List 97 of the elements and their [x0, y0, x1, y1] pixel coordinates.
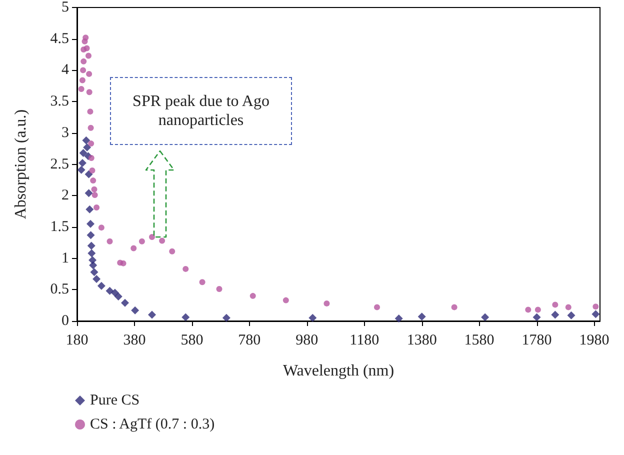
annotation: SPR peak due to Ago nanoparticles: [132, 92, 270, 130]
point: [282, 297, 289, 304]
point: [532, 313, 541, 322]
y-tick-label: 2: [62, 188, 69, 204]
point: [222, 314, 230, 322]
legend-label: Pure CS: [90, 392, 140, 408]
point: [77, 166, 86, 174]
point: [80, 58, 87, 64]
point: [89, 261, 98, 270]
point: [159, 238, 166, 244]
point: [84, 189, 93, 198]
dashed-box: SPR peak due to Ago nanoparticles: [110, 77, 292, 145]
point: [534, 306, 541, 313]
point: [94, 204, 100, 211]
point: [525, 306, 532, 313]
point: [451, 304, 458, 310]
point: [418, 312, 426, 321]
point: [86, 70, 92, 77]
point: [98, 224, 104, 231]
point: [82, 34, 89, 41]
y-tick-label: 4.5: [50, 30, 69, 47]
point: [92, 192, 98, 198]
point: [182, 313, 190, 322]
point: [88, 154, 94, 161]
point: [91, 186, 98, 192]
point: [87, 242, 96, 250]
x-tick-label: 1780: [522, 332, 552, 348]
x-tick-label: 1380: [406, 332, 437, 348]
point: [551, 310, 560, 319]
point: [84, 170, 93, 178]
point: [106, 286, 114, 295]
y-tick-label: 3: [62, 124, 69, 141]
legend-label: CS : AgTf (0.7 : 0.3): [90, 416, 215, 432]
point: [324, 300, 330, 306]
point: [308, 314, 317, 322]
y-tick-label: 3.5: [50, 94, 69, 110]
y-tick-label: 1: [62, 250, 69, 266]
point: [250, 292, 256, 299]
point: [182, 266, 189, 272]
y-axis-title: Absorption (a.u.): [12, 109, 30, 220]
point: [84, 45, 90, 52]
point: [86, 89, 92, 96]
x-tick-label: 1580: [464, 332, 494, 348]
point: [78, 158, 86, 167]
point: [83, 143, 92, 152]
point: [120, 260, 126, 266]
point: [120, 298, 129, 307]
point: [148, 310, 156, 319]
x-tick-label: 780: [238, 332, 261, 348]
point: [374, 304, 380, 310]
point: [86, 52, 92, 59]
x-tick-label: 380: [123, 332, 146, 348]
point: [481, 313, 490, 322]
point: [86, 231, 95, 240]
point: [130, 245, 137, 252]
point: [169, 248, 176, 254]
y-tick-label: 5: [62, 0, 69, 16]
y-tick-label: 0.5: [50, 282, 69, 298]
point: [79, 77, 86, 84]
point: [106, 238, 113, 244]
y-tick-label: 2.5: [50, 156, 69, 172]
point: [565, 304, 572, 310]
point: [592, 310, 600, 318]
x-tick-label: 580: [180, 332, 204, 348]
point: [592, 304, 599, 310]
point: [97, 282, 106, 290]
x-tick-label: 1180: [350, 332, 380, 348]
point: [86, 220, 95, 228]
point: [82, 136, 90, 144]
point: [86, 205, 94, 214]
y-tick-label: 4: [62, 62, 70, 78]
point: [199, 279, 206, 286]
point: [89, 168, 96, 174]
x-axis-title: Wavelength (nm): [282, 362, 394, 380]
point: [88, 140, 94, 147]
point: [88, 249, 96, 258]
point: [90, 178, 96, 184]
x-tick-label: 1980: [579, 332, 610, 348]
point: [79, 148, 88, 157]
x-tick-label: 180: [66, 332, 88, 348]
point: [149, 234, 155, 240]
x-tick-label: 980: [296, 332, 318, 348]
point: [552, 302, 558, 308]
point: [92, 274, 101, 283]
point: [90, 268, 98, 276]
point: [80, 67, 86, 74]
point: [88, 124, 94, 131]
point: [114, 292, 122, 301]
point: [78, 86, 84, 92]
point: [394, 314, 403, 322]
point: [138, 238, 145, 244]
y-tick-label: 1.5: [50, 218, 69, 235]
point: [216, 286, 222, 292]
point: [87, 108, 94, 115]
point: [131, 306, 140, 314]
y-tick-label: 0: [62, 313, 69, 329]
point: [567, 311, 576, 320]
